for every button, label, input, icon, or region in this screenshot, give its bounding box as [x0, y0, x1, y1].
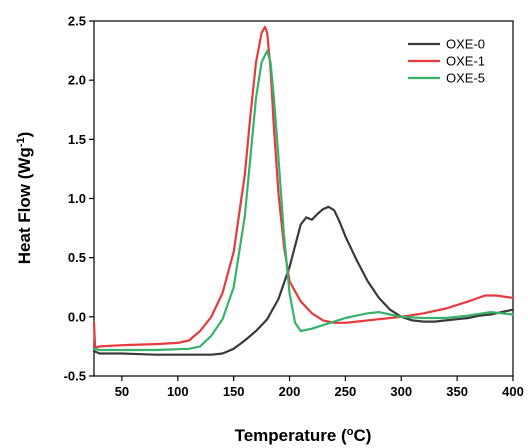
x-axis-title: Temperature (oC) — [235, 426, 372, 445]
legend: OXE-0 OXE-1 OXE-5 — [408, 37, 485, 86]
legend-label: OXE-5 — [446, 71, 485, 86]
y-tick-label: 2.5 — [68, 14, 86, 29]
y-axis-title: Heat Flow (Wg-1) — [15, 132, 34, 265]
x-tick-label: 400 — [502, 384, 524, 399]
y-tick-label: 0.5 — [68, 250, 86, 265]
x-tick-label: 300 — [390, 384, 412, 399]
x-axis-title-tail: C) — [353, 426, 371, 445]
y-tick-label: 0.0 — [68, 309, 86, 324]
x-tick-label: 250 — [335, 384, 357, 399]
series-line-oxe-0 — [92, 205, 515, 356]
y-axis-title-tail: ) — [15, 132, 34, 138]
series-line-oxe-5 — [92, 49, 515, 352]
x-tick-label: 50 — [115, 384, 129, 399]
y-tick-label: 2.0 — [68, 73, 86, 88]
y-tick-label: -0.5 — [64, 369, 86, 384]
x-axis-title-sup: o — [347, 426, 354, 438]
x-tick-label: 200 — [279, 384, 301, 399]
y-tick-label: 1.0 — [68, 191, 86, 206]
y-tick-label: 1.5 — [68, 132, 86, 147]
x-tick-label: 150 — [223, 384, 245, 399]
x-axis: 50 100 150 200 250 300 350 400 — [115, 376, 524, 399]
x-tick-label: 100 — [167, 384, 189, 399]
y-axis: -0.5 0.0 0.5 1.0 1.5 2.0 2.5 — [64, 14, 94, 384]
plot-area — [92, 20, 515, 377]
legend-label: OXE-1 — [446, 54, 485, 69]
x-axis-title-main: Temperature ( — [235, 426, 347, 445]
plot-frame — [93, 20, 514, 377]
x-tick-label: 350 — [446, 384, 468, 399]
y-axis-title-sup: -1 — [15, 137, 27, 147]
series-layer — [92, 25, 515, 356]
y-axis-title-main: Heat Flow (Wg — [15, 147, 34, 264]
legend-label: OXE-0 — [446, 37, 485, 52]
